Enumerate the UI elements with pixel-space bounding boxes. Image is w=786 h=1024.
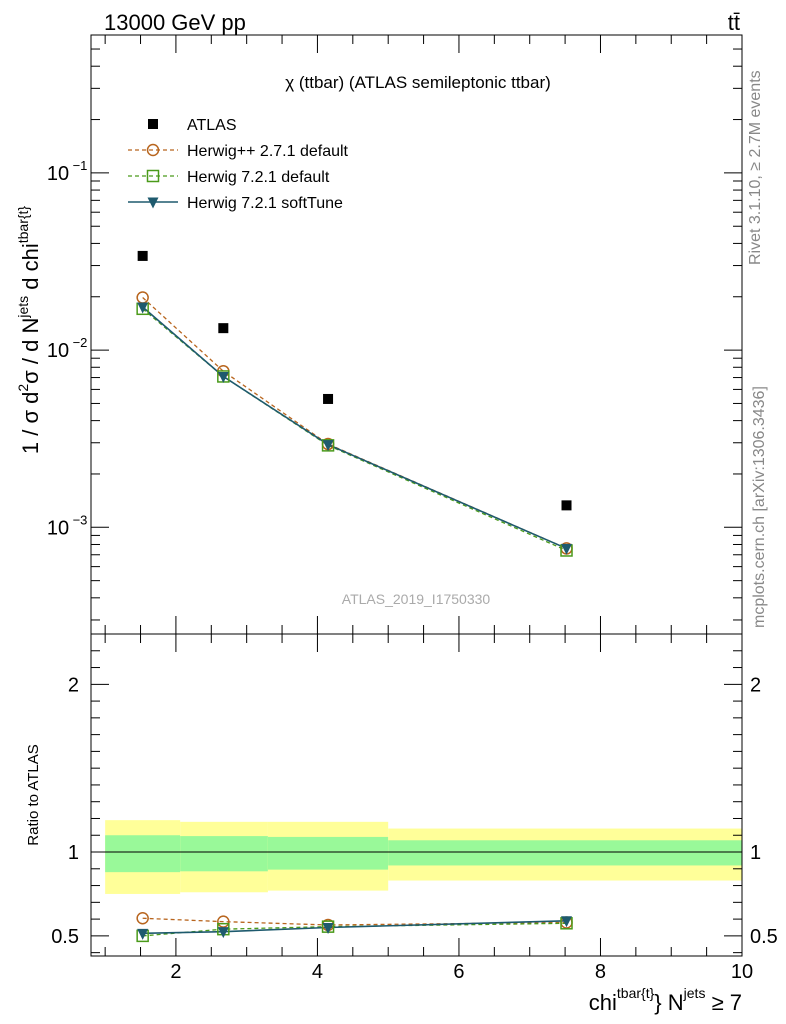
ratio-uncertainty-bands — [105, 820, 742, 894]
main-axis-ticks: 10 −3 10 −2 10 −1 — [47, 35, 743, 634]
ratio-y-tick-label-left: 1 — [68, 842, 79, 864]
ratio-y-tick-label-left: 0.5 — [51, 926, 79, 948]
ratio-y-tick-label-right: 0.5 — [750, 926, 778, 948]
legend-label-atlas: ATLAS — [187, 117, 237, 134]
main-plot-panel: 10 −3 10 −2 10 −1 χ (ttbar) (ATLAS semilepton… — [15, 34, 743, 635]
ratio-band-1sigma — [180, 836, 268, 872]
main-y-axis-label-text: 1 / σ d2σ / d Njets d chitbar{t} — [15, 206, 43, 455]
ratio-band-1sigma — [388, 840, 742, 866]
x-axis-label-text: chitbar{t}} Njets ≥ 7 — [589, 985, 742, 1015]
atlas-point — [218, 323, 229, 334]
ratio-herwig-7-2-1-softtune-line — [142, 919, 567, 935]
ratio-y-tick-label-right: 2 — [750, 674, 761, 696]
x-axis-label: chitbar{t}} Njets ≥ 7 — [589, 985, 742, 1015]
x-tick-label: 10 — [731, 961, 753, 983]
x-tick-label: 6 — [453, 961, 464, 983]
y-tick-label: 10 — [47, 340, 69, 362]
y-tick-label: 10 — [47, 163, 69, 185]
x-tick-label: 4 — [312, 961, 323, 983]
ratio-axis-ticks: 0.5 0.5 1 1 2 2 2 4 6 8 10 — [51, 634, 778, 983]
herwig-7-2-1-softtune-point — [137, 302, 149, 314]
herwig-7-2-1-softtune-point — [561, 543, 573, 555]
ratio-plot-frame — [90, 633, 743, 957]
ratio-y-tick-label-right: 1 — [750, 842, 761, 864]
atlas-point — [561, 500, 572, 511]
main-plot-title: χ (ttbar) (ATLAS semileptonic ttbar) — [285, 73, 551, 92]
y-tick-label-exponent: −1 — [73, 158, 88, 173]
legend: ATLAS Herwig++ 2.7.1 default Herwig 7.2.1 … — [128, 117, 349, 212]
legend-marker-herwig-7-2-1-default — [146, 169, 160, 183]
atlas-point — [137, 250, 148, 261]
ratio-herwig-7-2-1-default-line — [142, 922, 567, 937]
herwig-7-2-1-softtune-line — [142, 306, 567, 550]
ratio-herwig-7-2-1-softtune-point — [217, 927, 229, 939]
y-tick-label-exponent: −3 — [73, 512, 88, 527]
rivet-version-label: Rivet 3.1.10, ≥ 2.7M events — [747, 70, 764, 265]
ratio-y-axis-label: Ratio to ATLAS — [25, 744, 42, 845]
mcplots-label: mcplots.cern.ch [arXiv:1306.3436] — [751, 386, 768, 628]
legend-label-herwig-2-7-1-default: Herwig++ 2.7.1 default — [187, 143, 349, 160]
header-right: tt̄ — [728, 10, 740, 35]
legend-marker-herwig-7-2-1-softtune — [147, 197, 159, 209]
main-plot-marks — [136, 250, 573, 557]
ratio-herwig-7-2-1-softtune-point — [322, 922, 334, 934]
x-tick-label: 8 — [595, 961, 606, 983]
main-y-axis-label: 1 / σ d2σ / d Njets d chitbar{t} — [15, 206, 43, 455]
header-left: 13000 GeV pp — [104, 10, 246, 35]
ratio-herwig-7-2-1-softtune-point — [137, 928, 149, 940]
legend-label-herwig-7-2-1-softtune: Herwig 7.2.1 softTune — [187, 195, 343, 212]
atlas-point — [323, 393, 334, 404]
ratio-plot-marks — [136, 912, 573, 943]
y-tick-label: 10 — [47, 517, 69, 539]
ratio-herwig-2-7-1-default-point — [136, 912, 149, 925]
ratio-herwig-2-7-1-default-point — [217, 915, 230, 928]
analysis-watermark: ATLAS_2019_I1750330 — [342, 591, 491, 607]
y-tick-label-exponent: −2 — [73, 335, 88, 350]
x-tick-label: 2 — [170, 961, 181, 983]
ratio-plot-panel: 0.5 0.5 1 1 2 2 2 4 6 8 10 Ratio to ATLAS chitbar{… — [25, 633, 778, 1015]
ratio-y-tick-label-left: 2 — [68, 674, 79, 696]
ratio-band-1sigma — [267, 836, 389, 870]
legend-marker-herwig-2-7-1-default — [146, 143, 160, 157]
legend-label-herwig-7-2-1-default: Herwig 7.2.1 default — [187, 169, 330, 186]
herwig-7-2-1-softtune-point — [217, 371, 229, 383]
herwig-2-7-1-default-line — [142, 297, 567, 550]
herwig-7-2-1-default-line — [142, 308, 567, 552]
herwig-7-2-1-softtune-point — [322, 440, 334, 452]
ratio-herwig-7-2-1-softtune-point — [561, 916, 573, 928]
legend-marker-atlas — [148, 119, 158, 129]
ratio-band-1sigma — [105, 835, 181, 873]
